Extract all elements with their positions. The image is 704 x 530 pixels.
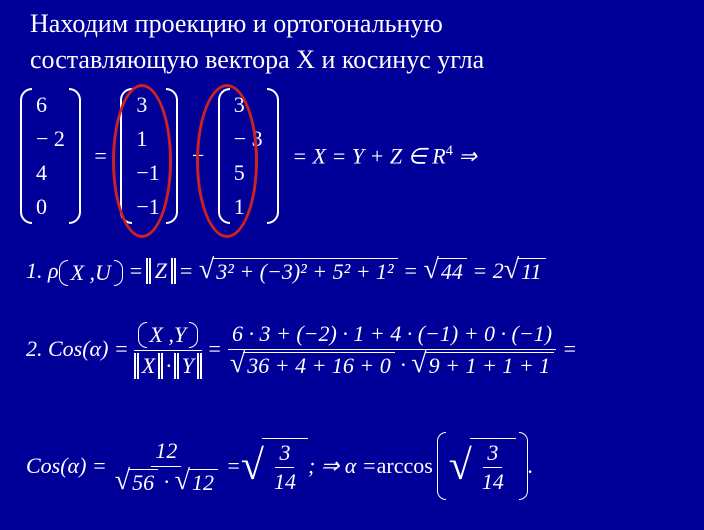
plus-sign: + [184,143,212,169]
l2-f1-num: X ,Y [148,320,189,349]
l2-frac2: 6 · 3 + (−2) · 1 + 4 · (−1) + 0 · (−1) √… [222,321,562,378]
z1: − 3 [234,126,263,152]
l1-eq3: = [398,258,424,283]
l3-eq1: = [226,453,241,479]
title-block: Находим проекцию и ортогональную составл… [30,6,694,79]
l3-sqrt1: √ 314 [241,438,308,494]
l1-prefix: 1. ρ [26,258,59,283]
l3-num: 12 [151,438,181,467]
sqrt-11: √11 [504,258,546,284]
z3: 1 [234,194,263,220]
l2-denX: X [142,353,155,378]
l3-s2n: 3 [483,441,502,468]
l3-prefix: Cos(α) = [26,453,107,479]
l3-s1d: 14 [270,468,300,494]
l1-eq4: = 2 [467,258,504,283]
vector-equation: 6 − 2 4 0 = 3 1 −1 −1 + 3 − 3 5 1 = X = … [20,88,485,224]
l3-frac1: 12 √56 · √12 [107,438,226,495]
l1-sqrtbody: 3² + (−3)² + 5² + 1² [212,258,397,284]
l3-denb: 12 [188,469,218,495]
l1-args: X ,U [69,258,113,287]
z0: 3 [234,92,263,118]
l2-frac1: X ,Y X · Y [129,320,207,379]
l3-dena: 56 [128,469,158,495]
l1-sqrt44: 44 [437,258,467,284]
vector-Z: 3 − 3 5 1 [218,88,279,224]
x0: 6 [36,92,65,118]
l2-eq1: = [207,336,222,362]
equation-line-3: Cos(α) = 12 √56 · √12 = √ 314 ; ⇒ α = ar… [26,432,533,500]
y1: 1 [136,126,162,152]
sqrt-44: √44 [424,258,467,284]
l2-f2-num: 6 · 3 + (−2) · 1 + 4 · (−1) + 0 · (−1) [228,321,556,350]
title-line-2: составляющую вектора X и косинус угла [30,45,484,74]
title-line-1: Находим проекцию и ортогональную [30,9,443,38]
equation-line-2: 2. Cos(α) = X ,Y X · Y = 6 · 3 + (−2) · … [26,320,577,379]
vector-X: 6 − 2 4 0 [20,88,81,224]
l3-arccos: arccos [377,453,433,479]
l3-tail1: ; ⇒ α = [308,453,377,479]
l2-dena: 36 + 4 + 16 + 0 [243,352,395,378]
l1-Z: Z [155,258,167,283]
l2-denb: 9 + 1 + 1 + 1 [425,352,555,378]
vector-Y: 3 1 −1 −1 [120,88,178,224]
x3: 0 [36,194,65,220]
z2: 5 [234,160,263,186]
l2-denY: Y [182,353,194,378]
rhs-sup: 4 [446,143,453,159]
l3-s1n: 3 [275,441,294,468]
x1: − 2 [36,126,65,152]
l1-eq2: = [173,258,199,283]
equation-line-1: 1. ρX ,U = Z = √3² + (−3)² + 5² + 1² = √… [26,258,546,286]
y0: 3 [136,92,162,118]
x2: 4 [36,160,65,186]
rhs-tail: ⇒ [453,143,477,168]
rhs-expr: = X = Y + Z ∈ R4 ⇒ [284,143,485,169]
l3-dot: . [528,453,534,479]
l1-sqrt11: 11 [517,258,545,284]
l3-s2d: 14 [478,468,508,494]
norm-Z: Z [149,258,173,284]
equals-sign: = [86,143,114,169]
sqrt-expr-1: √3² + (−3)² + 5² + 1² [199,258,398,284]
y2: −1 [136,160,162,186]
rhs-text: = X = Y + Z ∈ R [292,143,446,168]
l2-prefix: 2. Cos(α) = [26,336,129,362]
y3: −1 [136,194,162,220]
l2-eq2: = [562,336,577,362]
l3-bigparen: √ 314 [437,432,528,500]
l2-denmid: · [395,352,412,377]
l3-denmid: · [158,469,175,494]
